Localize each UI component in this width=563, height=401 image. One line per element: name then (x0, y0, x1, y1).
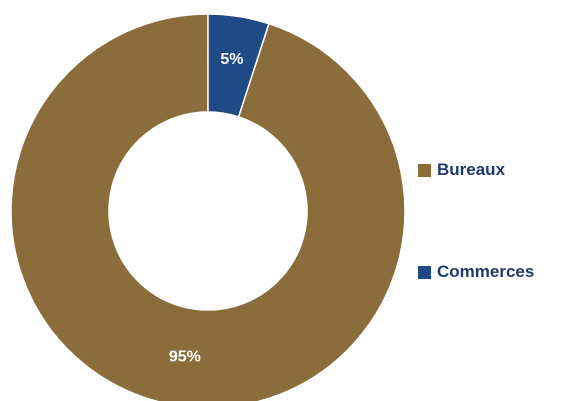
legend: Bureaux Commerces (418, 0, 563, 401)
slice-labels: 95% 5% (169, 51, 244, 365)
legend-swatch-bureaux (418, 163, 431, 177)
slice-label-commerces: 5% (220, 51, 243, 68)
legend-swatch-commerces (418, 265, 431, 279)
legend-label-bureaux: Bureaux (437, 160, 506, 179)
slice-bureaux (10, 13, 406, 401)
legend-item-commerces: Commerces (418, 262, 534, 282)
donut-slices (10, 13, 406, 401)
donut-chart: 95% 5% (10, 13, 406, 401)
slice-commerces (207, 13, 270, 118)
legend-item-bureaux: Bureaux (418, 160, 505, 180)
legend-label-commerces: Commerces (437, 262, 535, 281)
slice-label-bureaux: 95% (169, 348, 201, 365)
